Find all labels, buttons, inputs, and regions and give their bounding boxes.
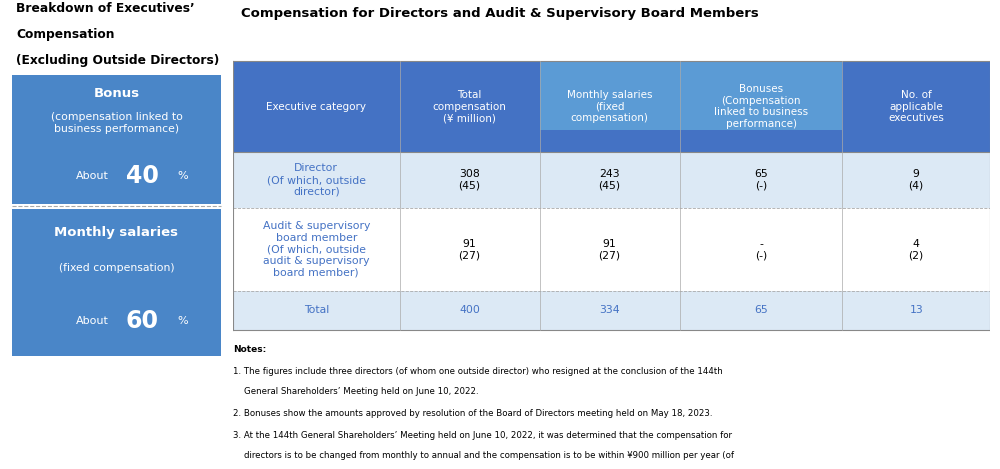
FancyBboxPatch shape xyxy=(233,61,990,152)
Text: About: About xyxy=(76,171,109,181)
FancyBboxPatch shape xyxy=(12,209,221,356)
FancyBboxPatch shape xyxy=(540,61,842,130)
Text: 13: 13 xyxy=(909,305,923,316)
Text: 40: 40 xyxy=(126,164,159,188)
Text: Breakdown of Executives’: Breakdown of Executives’ xyxy=(16,2,195,15)
FancyBboxPatch shape xyxy=(233,152,990,208)
Text: About: About xyxy=(76,316,109,326)
Text: 65
(-): 65 (-) xyxy=(754,169,768,191)
Text: %: % xyxy=(178,171,188,181)
Text: No. of
applicable
executives: No. of applicable executives xyxy=(888,90,944,123)
Text: %: % xyxy=(178,316,188,326)
Text: Total: Total xyxy=(304,305,329,316)
Text: Monthly salaries
(fixed
compensation): Monthly salaries (fixed compensation) xyxy=(567,90,652,123)
Text: Director
(Of which, outside
director): Director (Of which, outside director) xyxy=(267,164,366,197)
Text: (compensation linked to
business performance): (compensation linked to business perform… xyxy=(51,112,182,134)
Text: Bonus: Bonus xyxy=(93,87,140,99)
Text: 9
(4): 9 (4) xyxy=(909,169,924,191)
Text: 91
(27): 91 (27) xyxy=(599,239,621,260)
Text: 243
(45): 243 (45) xyxy=(599,169,621,191)
Text: directors is to be changed from monthly to annual and the compensation is to be : directors is to be changed from monthly … xyxy=(233,451,734,460)
Text: 334: 334 xyxy=(599,305,620,316)
Text: 91
(27): 91 (27) xyxy=(458,239,481,260)
FancyBboxPatch shape xyxy=(233,208,990,291)
Text: 65: 65 xyxy=(754,305,768,316)
Text: Compensation for Directors and Audit & Supervisory Board Members: Compensation for Directors and Audit & S… xyxy=(241,7,758,20)
Text: 308
(45): 308 (45) xyxy=(458,169,481,191)
Text: 1. The figures include three directors (of whom one outside director) who resign: 1. The figures include three directors (… xyxy=(233,367,723,376)
Text: 400: 400 xyxy=(459,305,480,316)
Text: 3. At the 144th General Shareholders’ Meeting held on June 10, 2022, it was dete: 3. At the 144th General Shareholders’ Me… xyxy=(233,431,732,440)
Text: Notes:: Notes: xyxy=(233,345,266,354)
Text: Bonuses
(Compensation
linked to business
performance): Bonuses (Compensation linked to business… xyxy=(714,84,808,129)
Text: 2. Bonuses show the amounts approved by resolution of the Board of Directors mee: 2. Bonuses show the amounts approved by … xyxy=(233,409,712,418)
Text: General Shareholders’ Meeting held on June 10, 2022.: General Shareholders’ Meeting held on Ju… xyxy=(233,387,479,396)
FancyBboxPatch shape xyxy=(12,75,221,204)
Text: Executive category: Executive category xyxy=(266,102,366,112)
Text: (fixed compensation): (fixed compensation) xyxy=(59,263,174,273)
FancyBboxPatch shape xyxy=(233,291,990,330)
Text: -
(-): - (-) xyxy=(755,239,767,260)
Text: (Excluding Outside Directors): (Excluding Outside Directors) xyxy=(16,54,219,67)
Text: Total
compensation
(¥ million): Total compensation (¥ million) xyxy=(433,90,507,123)
Text: 4
(2): 4 (2) xyxy=(909,239,924,260)
Text: Compensation: Compensation xyxy=(16,28,115,41)
Text: Audit & supervisory
board member
(Of which, outside
audit & supervisory
board me: Audit & supervisory board member (Of whi… xyxy=(263,221,370,278)
Text: 60: 60 xyxy=(126,309,159,333)
Text: Monthly salaries: Monthly salaries xyxy=(54,226,178,239)
